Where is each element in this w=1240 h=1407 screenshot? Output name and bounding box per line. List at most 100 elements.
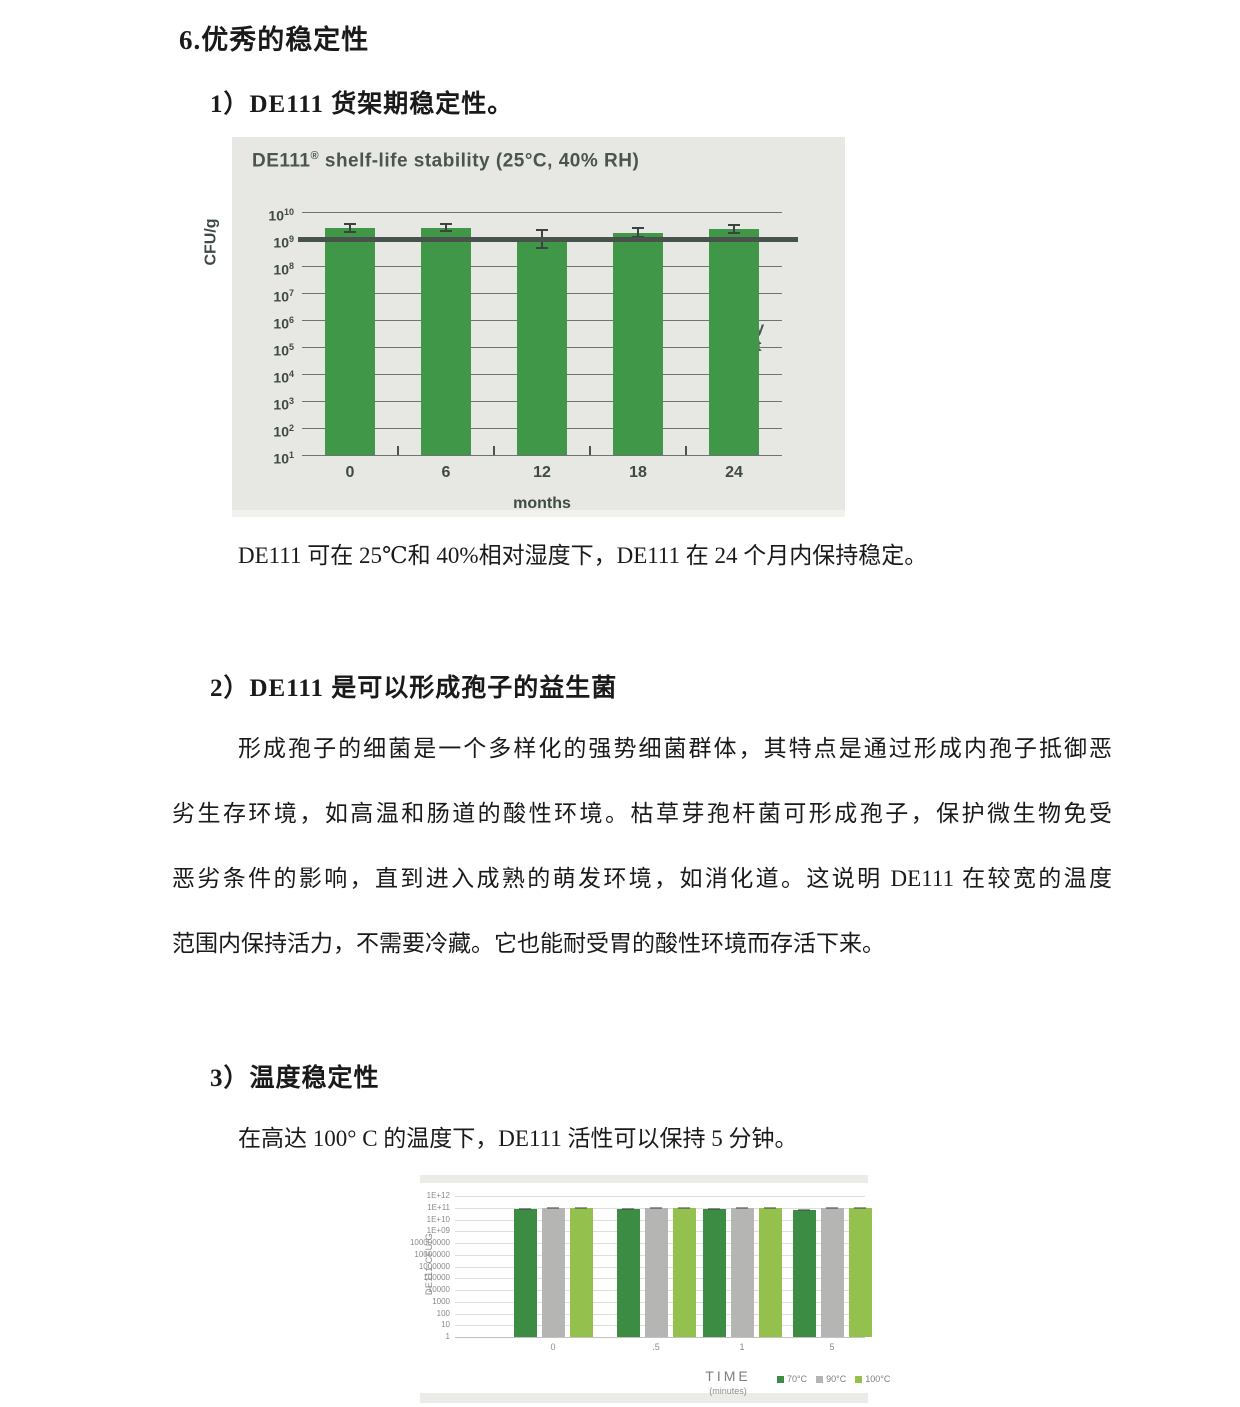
error-cap — [708, 1207, 720, 1210]
scan-strip-top — [420, 1175, 868, 1183]
section1-caption: DE111 可在 25℃和 40%相对湿度下，DE111 在 24 个月内保持稳… — [238, 543, 928, 568]
error-bar-cap — [344, 222, 356, 225]
section3-heading: 3）温度稳定性 — [210, 1065, 380, 1092]
error-cap — [798, 1208, 810, 1211]
error-bar-cap — [440, 230, 452, 233]
y-tick-label: 104 — [273, 369, 294, 386]
page-title: 6.优秀的稳定性 — [179, 25, 370, 55]
y-tick-label: 1E+10 — [426, 1214, 450, 1224]
legend-label: 100°C — [865, 1374, 891, 1384]
x-minor-tick — [589, 446, 591, 455]
section1-heading: 1）DE111 货架期稳定性。 — [210, 91, 514, 118]
bar — [325, 228, 375, 455]
y-tick-label: 1E+12 — [426, 1191, 450, 1200]
paragraph-line: 恶劣条件的影响，直到进入成熟的萌发环境，如消化道。这说明 DE111 在较宽的温… — [172, 866, 1112, 891]
bar — [848, 1207, 872, 1337]
legend-item: 100°C — [855, 1374, 890, 1384]
y-tick-label: 100000 — [423, 1273, 450, 1283]
y-tick-label: 1E+11 — [427, 1202, 450, 1212]
plot-area: TIME (minutes) 70°C 90°C 100°C 1E+12 1E+11 1… — [410, 1192, 890, 1397]
paragraph-line: 范围内保持活力，不需要冷藏。它也能耐受胃的酸性环境而存活下来。 — [172, 931, 885, 956]
x-tick-label: 12 — [533, 464, 551, 481]
x-axis-sublabel: (minutes) — [709, 1386, 747, 1396]
error-cap — [854, 1207, 866, 1209]
error-cap — [519, 1207, 531, 1210]
temperature-chart: DE111 CFU/G TIME (minutes) 70°C 90°C 100°C… — [410, 1175, 890, 1407]
shelf-life-chart: DE111® shelf-life stability (25°C, 40% R… — [203, 137, 845, 517]
error-bar-cap — [728, 231, 740, 234]
x-minor-tick — [685, 446, 687, 455]
x-axis-label: months — [513, 495, 571, 512]
error-cap — [547, 1206, 559, 1209]
paragraph-line: 劣生存环境，如高温和肠道的酸性环境。枯草芽孢杆菌可形成孢子，保护微生物免受 — [172, 801, 1112, 826]
error-bar-cap — [536, 229, 548, 232]
y-tick-label: 100 — [436, 1308, 450, 1318]
y-axis-label: CFU/g — [202, 218, 220, 266]
gridline — [302, 212, 782, 213]
section3-text: 在高达 100° C 的温度下，DE111 活性可以保持 5 分钟。 — [238, 1126, 798, 1151]
error-bar-cap — [632, 227, 644, 230]
plot-area: months Assay target 10101091081071061051… — [268, 207, 798, 512]
x-minor-tick — [493, 446, 495, 455]
error-cap — [575, 1207, 587, 1210]
y-tick-label: 103 — [273, 396, 294, 413]
y-tick-label: 108 — [273, 261, 294, 278]
y-tick-label: 107 — [273, 288, 294, 305]
error-bar-cap — [632, 235, 644, 238]
gridline — [302, 455, 782, 456]
bar — [616, 1207, 640, 1337]
error-cap — [678, 1206, 690, 1209]
bar — [644, 1206, 668, 1337]
error-bar-cap — [440, 222, 452, 225]
scan-strip-bottom — [420, 1393, 868, 1403]
error-bar — [349, 223, 351, 233]
gridline — [455, 1196, 865, 1197]
legend-item: 70°C — [777, 1374, 807, 1384]
error-cap — [650, 1206, 662, 1209]
error-cap — [826, 1206, 838, 1209]
y-tick-label: 10000000 — [414, 1249, 450, 1259]
legend-swatch — [816, 1375, 824, 1383]
y-tick-label: 102 — [273, 423, 294, 440]
x-tick-label: 24 — [725, 464, 743, 481]
legend-item: 90°C — [816, 1374, 846, 1384]
y-tick-label: 106 — [273, 315, 294, 332]
bar — [709, 229, 759, 455]
error-cap — [622, 1207, 634, 1210]
bar — [613, 232, 663, 455]
x-tick-label: 18 — [629, 464, 647, 481]
legend-label: 90°C — [826, 1374, 847, 1384]
assay-target-line — [298, 237, 798, 242]
error-bar-cap — [728, 224, 740, 226]
error-bar — [637, 228, 639, 237]
bar — [820, 1206, 844, 1337]
gridline — [455, 1337, 865, 1338]
bar — [541, 1206, 565, 1337]
x-minor-tick — [397, 446, 399, 455]
panel-bottom-strip — [232, 510, 845, 517]
chart-legend: 70°C 90°C 100°C — [777, 1374, 890, 1384]
legend-swatch — [777, 1375, 784, 1383]
y-tick-label: 1010 — [268, 207, 294, 224]
section2-heading: 2）DE111 是可以形成孢子的益生菌 — [210, 675, 618, 702]
y-tick-label: 105 — [273, 342, 294, 359]
bar — [569, 1207, 593, 1337]
bar — [672, 1206, 696, 1337]
legend-swatch — [855, 1375, 863, 1383]
y-tick-label: 1000 — [432, 1296, 450, 1306]
y-tick-label: 109 — [273, 234, 294, 251]
bar — [758, 1207, 782, 1337]
error-bar-cap — [536, 247, 548, 250]
x-tick-label: 6 — [441, 464, 451, 481]
x-axis-label: TIME — [705, 1368, 751, 1384]
paragraph-line: 形成孢子的细菌是一个多样化的强势细菌群体，其特点是通过形成内孢子抵御恶 — [238, 736, 1112, 761]
bar — [702, 1207, 726, 1337]
error-cap — [736, 1206, 748, 1209]
error-bar-cap — [344, 231, 356, 234]
y-tick-label: 1E+09 — [426, 1226, 450, 1236]
y-tick-label: 10 — [441, 1320, 450, 1330]
y-tick-label: 1000000 — [418, 1261, 450, 1271]
x-tick-label: 1 — [739, 1342, 745, 1352]
error-bar — [445, 223, 447, 232]
